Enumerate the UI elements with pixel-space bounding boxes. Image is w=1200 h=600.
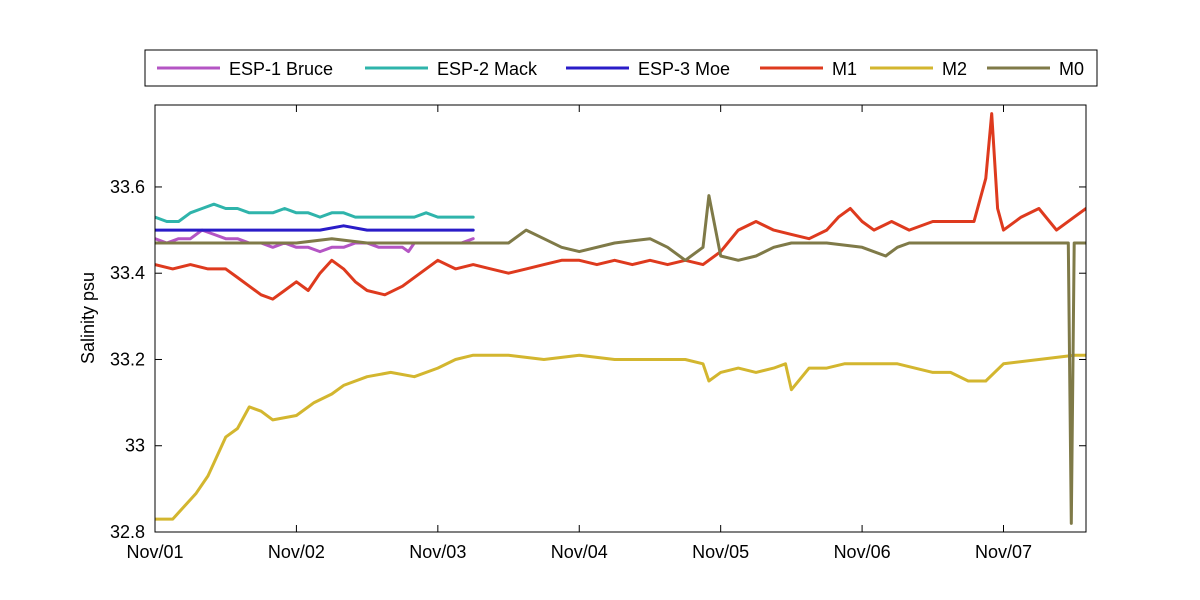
legend-label-esp-1-bruce: ESP-1 Bruce: [229, 59, 333, 79]
x-tick-label: Nov/04: [551, 542, 608, 562]
y-tick-label: 33.6: [110, 177, 145, 197]
x-tick-label: Nov/03: [409, 542, 466, 562]
x-tick-label: Nov/07: [975, 542, 1032, 562]
legend-label-m2: M2: [942, 59, 967, 79]
legend-label-m0: M0: [1059, 59, 1084, 79]
legend-label-esp-2-mack: ESP-2 Mack: [437, 59, 538, 79]
legend: ESP-1 Bruce ESP-2 Mack ESP-3 Moe M1 M2 M0: [144, 49, 1098, 87]
y-tick-label: 33.4: [110, 263, 145, 283]
y-tick-label: 33.2: [110, 349, 145, 369]
series-line-m0: [155, 194, 1086, 525]
y-axis: 32.8 33 33.2 33.4 33.6: [110, 177, 1086, 542]
series-line-m2: [155, 353, 1086, 521]
series-layer: [155, 112, 1086, 525]
x-tick-label: Nov/06: [834, 542, 891, 562]
x-tick-label: Nov/02: [268, 542, 325, 562]
series-line-m1: [155, 112, 1086, 301]
x-axis: Nov/01 Nov/02 Nov/03 Nov/04 Nov/05 Nov/06 Nov/…: [126, 105, 1032, 562]
legend-items: ESP-1 Bruce ESP-2 Mack ESP-3 Moe M1 M2 M0: [157, 59, 1084, 79]
y-axis-label: Salinity psu: [78, 272, 98, 364]
y-tick-label: 33: [125, 436, 145, 456]
series-line-esp-3-moe: [155, 224, 475, 232]
plot-frame: [154, 104, 1087, 533]
plot-area: Nov/01 Nov/02 Nov/03 Nov/04 Nov/05 Nov/06 Nov/…: [110, 104, 1087, 562]
legend-label-esp-3-moe: ESP-3 Moe: [638, 59, 730, 79]
series-line-esp-2-mack: [155, 202, 475, 223]
y-tick-label: 32.8: [110, 522, 145, 542]
legend-label-m1: M1: [832, 59, 857, 79]
x-tick-label: Nov/01: [126, 542, 183, 562]
x-tick-label: Nov/05: [692, 542, 749, 562]
